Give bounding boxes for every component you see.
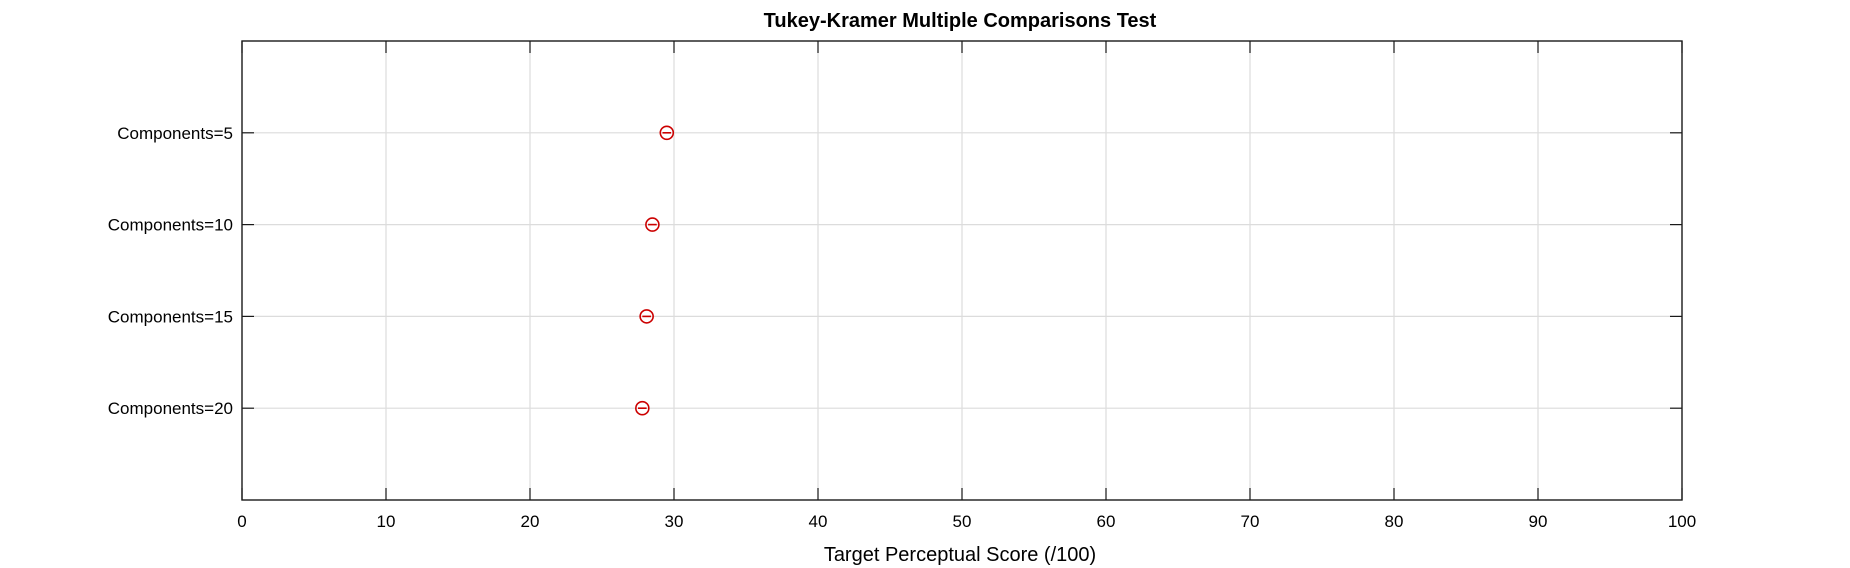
x-axis-label: Target Perceptual Score (/100): [824, 544, 1096, 566]
mean-marker: [639, 309, 654, 324]
mean-marker: [659, 125, 675, 141]
y-tick-label: Components=10: [108, 216, 233, 235]
mean-marker: [635, 400, 650, 416]
axes-layer: [241, 40, 1683, 501]
labels-layer: 0 10 20 30 40 50 60 70 80 90 100 Components=5 Compon…: [108, 124, 1696, 531]
x-tick-label: 30: [665, 512, 684, 531]
x-tick-label: 40: [809, 512, 828, 531]
x-tick-label: 20: [521, 512, 540, 531]
y-tick-label: Components=5: [117, 124, 233, 143]
mean-marker: [645, 217, 660, 232]
x-tick-label: 0: [237, 512, 246, 531]
x-tick-label: 10: [377, 512, 396, 531]
chart-title: Tukey-Kramer Multiple Comparisons Test: [764, 10, 1157, 32]
y-tick-label: Components=15: [108, 307, 233, 326]
grid-layer: [242, 41, 1682, 500]
x-tick-label: 80: [1385, 512, 1404, 531]
x-tick-label: 70: [1241, 512, 1260, 531]
x-tick-label: 60: [1097, 512, 1116, 531]
x-tick-label: 50: [953, 512, 972, 531]
marks-layer: [635, 125, 675, 416]
y-tick-label: Components=20: [108, 399, 233, 418]
x-tick-label: 90: [1529, 512, 1548, 531]
x-tick-label: 100: [1668, 512, 1696, 531]
